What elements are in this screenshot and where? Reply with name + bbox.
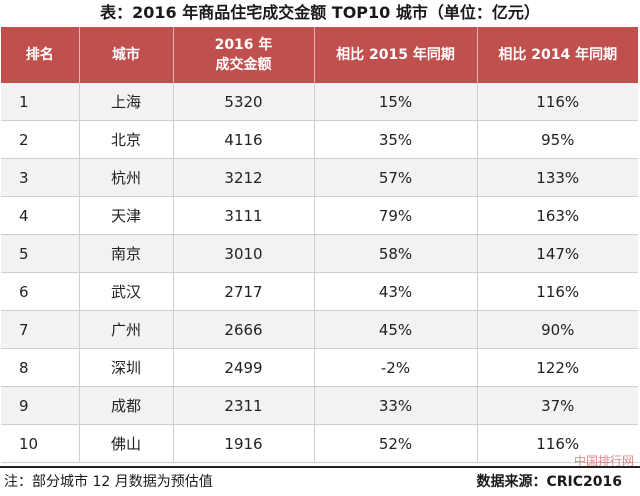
- header-label: 相比 2015 年同期: [336, 47, 455, 63]
- cell-rank: 2: [1, 120, 80, 159]
- header-label: 排名: [25, 47, 54, 63]
- cell-rank: 1: [1, 83, 80, 121]
- table-header-row: 排名 城市 2016 年成交金额 相比 2015 年同期 相比 2014 年同期: [1, 27, 638, 83]
- table-row: 8 深圳 2499 -2% 122%: [1, 348, 638, 387]
- cell-city: 天津: [79, 196, 174, 235]
- header-vs-2015: 相比 2015 年同期: [314, 27, 478, 83]
- cell-rank: 8: [1, 348, 80, 387]
- table-row: 7 广州 2666 45% 90%: [1, 310, 638, 349]
- cell-vs-2015: 43%: [314, 272, 478, 311]
- cell-rank: 5: [1, 234, 80, 273]
- header-label: 城市: [112, 47, 140, 63]
- table-row: 1 上海 5320 15% 116%: [1, 83, 638, 121]
- cell-vs-2014: 90%: [477, 310, 638, 349]
- header-label: 相比 2014 年同期: [498, 47, 618, 63]
- cell-vs-2014: 147%: [477, 234, 638, 273]
- table-row: 9 成都 2311 33% 37%: [1, 386, 638, 425]
- cell-amount-2016: 3111: [173, 196, 315, 235]
- table-row: 6 武汉 2717 43% 116%: [1, 272, 638, 311]
- cell-vs-2014: 116%: [477, 272, 638, 311]
- cell-vs-2014: 133%: [477, 158, 638, 197]
- cell-vs-2014: 37%: [477, 386, 638, 425]
- cell-vs-2014: 122%: [477, 348, 638, 387]
- cell-city: 北京: [79, 120, 174, 159]
- cell-vs-2014: 95%: [477, 120, 638, 159]
- cell-rank: 3: [1, 158, 80, 197]
- cell-vs-2015: -2%: [314, 348, 478, 387]
- cell-amount-2016: 2499: [173, 348, 315, 387]
- cell-amount-2016: 1916: [173, 424, 315, 463]
- table-row: 5 南京 3010 58% 147%: [1, 234, 638, 273]
- cell-rank: 6: [1, 272, 80, 311]
- ranking-table: 排名 城市 2016 年成交金额 相比 2015 年同期 相比 2014 年同期 1 上海…: [1, 27, 638, 463]
- cell-city: 成都: [79, 386, 174, 425]
- footer-divider: [0, 466, 640, 468]
- cell-city: 深圳: [79, 348, 174, 387]
- data-source: 数据来源：CRIC2016: [476, 474, 622, 490]
- header-amount-2016: 2016 年成交金额: [173, 27, 315, 83]
- header-city: 城市: [79, 27, 174, 83]
- cell-vs-2014: 163%: [477, 196, 638, 235]
- header-rank: 排名: [1, 27, 80, 83]
- cell-amount-2016: 2666: [173, 310, 315, 349]
- cell-amount-2016: 3010: [173, 234, 315, 273]
- table-title: 表：2016 年商品住宅成交金额 TOP10 城市（单位：亿元）: [100, 3, 540, 22]
- cell-rank: 10: [1, 424, 80, 463]
- cell-city: 广州: [79, 310, 174, 349]
- cell-city: 上海: [79, 83, 174, 121]
- watermark: 中国排行网: [573, 454, 634, 468]
- table-row: 3 杭州 3212 57% 133%: [1, 158, 638, 197]
- cell-vs-2015: 45%: [314, 310, 478, 349]
- cell-amount-2016: 2311: [173, 386, 315, 425]
- cell-vs-2014: 116%: [477, 424, 638, 463]
- table-row: 4 天津 3111 79% 163%: [1, 196, 638, 235]
- cell-amount-2016: 5320: [173, 83, 315, 121]
- cell-amount-2016: 4116: [173, 120, 315, 159]
- cell-rank: 7: [1, 310, 80, 349]
- table-row: 10 佛山 1916 52% 116%: [1, 424, 638, 463]
- cell-city: 南京: [79, 234, 174, 273]
- cell-city: 杭州: [79, 158, 174, 197]
- cell-vs-2015: 35%: [314, 120, 478, 159]
- cell-city: 武汉: [79, 272, 174, 311]
- cell-vs-2015: 79%: [314, 196, 478, 235]
- cell-vs-2015: 15%: [314, 83, 478, 121]
- header-label: 成交金额: [215, 57, 272, 73]
- cell-vs-2015: 33%: [314, 386, 478, 425]
- table-row: 2 北京 4116 35% 95%: [1, 120, 638, 159]
- header-vs-2014: 相比 2014 年同期: [477, 27, 638, 83]
- header-label: 2016 年: [214, 37, 273, 53]
- cell-amount-2016: 2717: [173, 272, 315, 311]
- cell-vs-2015: 52%: [314, 424, 478, 463]
- cell-vs-2015: 57%: [314, 158, 478, 197]
- cell-amount-2016: 3212: [173, 158, 315, 197]
- footnote: 注：部分城市 12 月数据为预估值: [4, 474, 213, 490]
- cell-city: 佛山: [79, 424, 174, 463]
- cell-rank: 4: [1, 196, 80, 235]
- table-body: 1 上海 5320 15% 116% 2 北京 4116 35% 95% 3 杭州 3212 57% 133…: [1, 83, 638, 463]
- cell-vs-2015: 58%: [314, 234, 478, 273]
- cell-vs-2014: 116%: [477, 83, 638, 121]
- cell-rank: 9: [1, 386, 80, 425]
